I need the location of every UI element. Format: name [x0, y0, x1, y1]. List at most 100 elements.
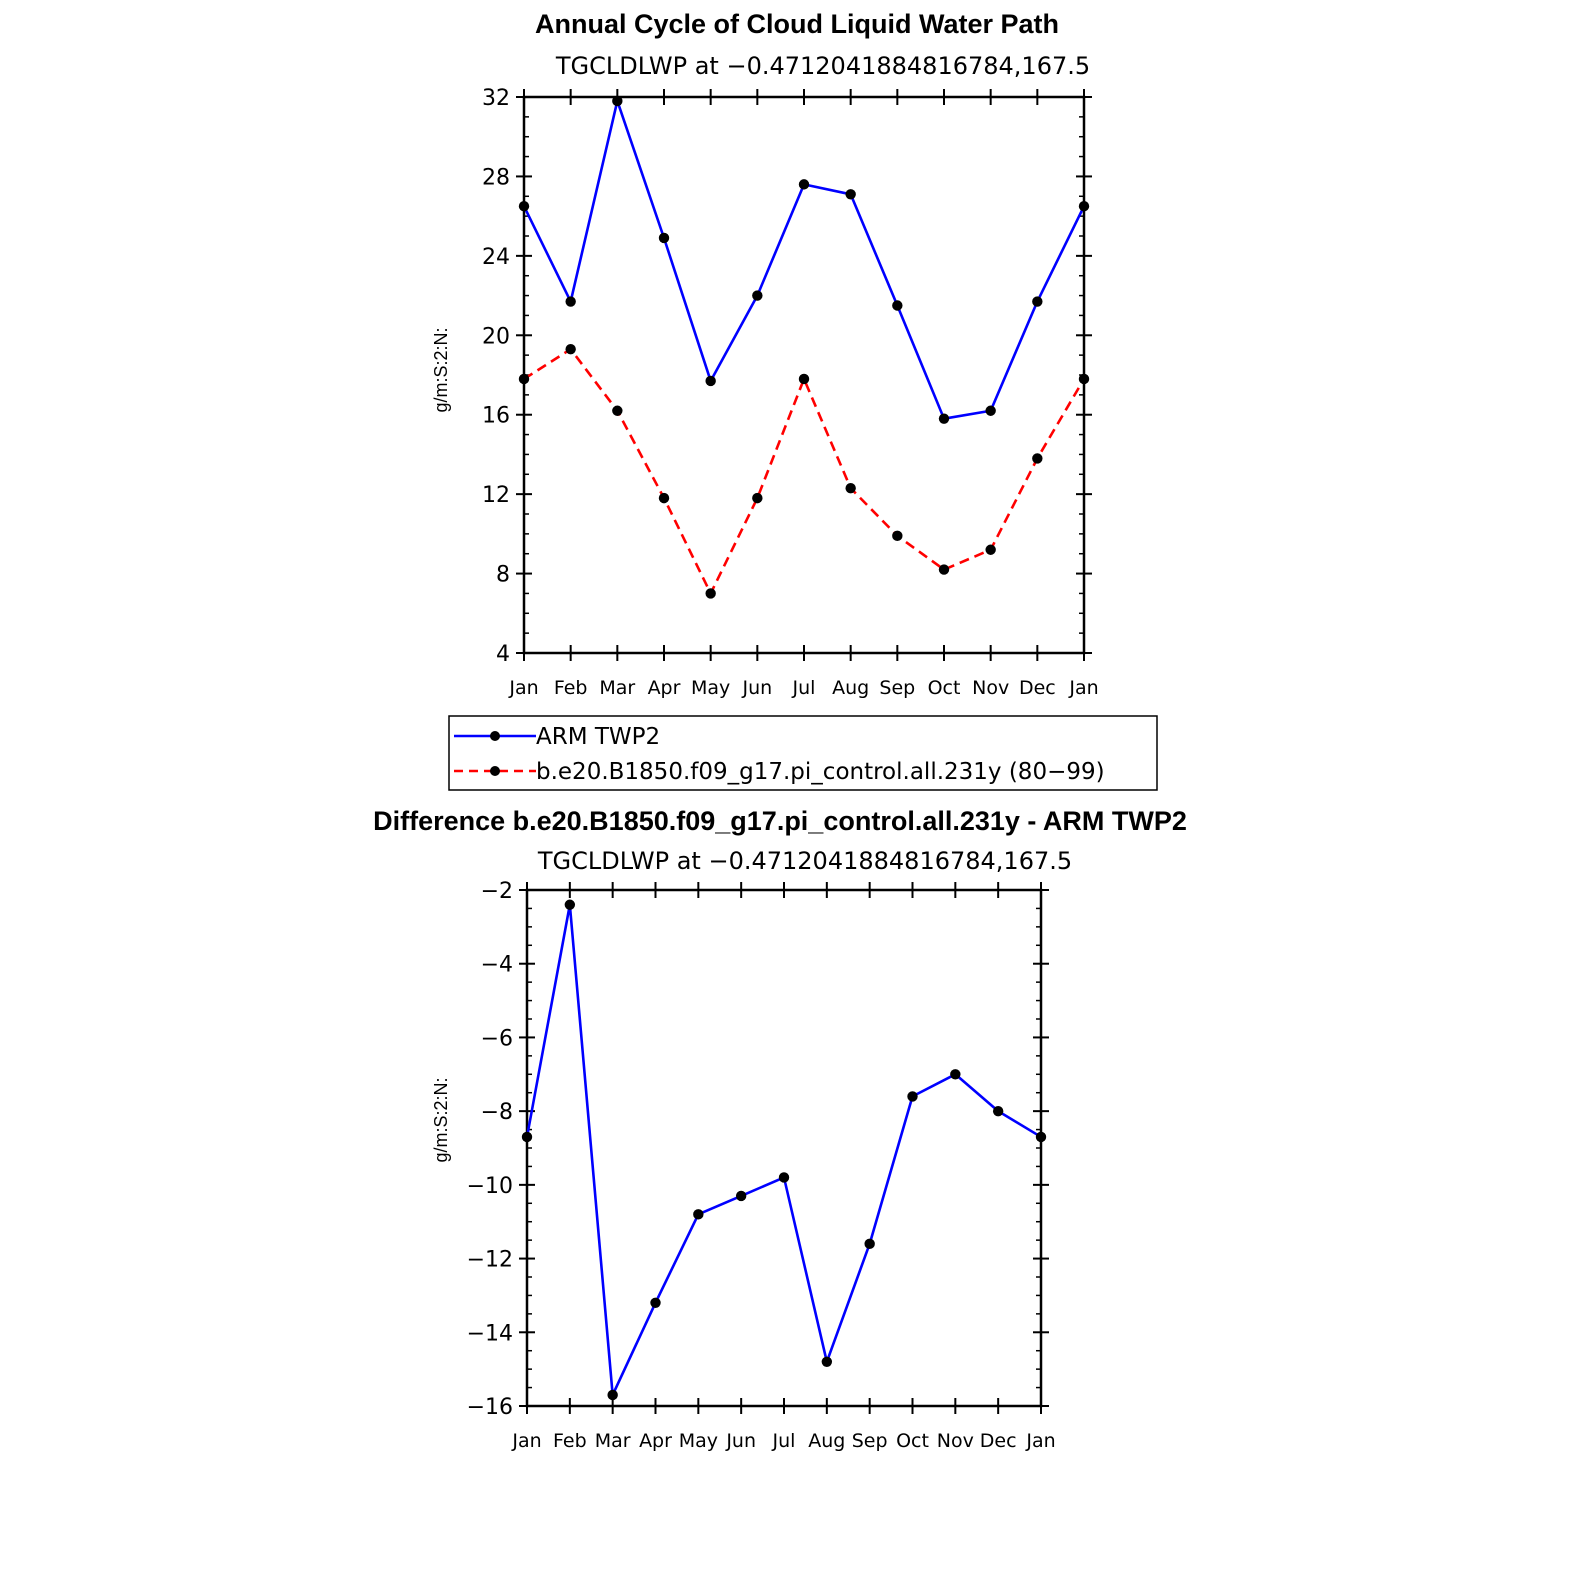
chart1-series-1-point	[985, 544, 996, 555]
chart2-xtick-label: Jun	[725, 1430, 756, 1452]
chart2-xtick-label: May	[679, 1430, 718, 1452]
chart1-xtick-label: Nov	[972, 677, 1009, 699]
annual-cycle-chart: Annual Cycle of Cloud Liquid Water Path …	[431, 9, 1099, 699]
chart2-xtick-label: Jan	[1025, 1430, 1055, 1452]
chart1-ytick-label: 20	[482, 324, 510, 349]
chart1-series-1-point	[752, 492, 763, 504]
chart1-ytick-label: 16	[482, 404, 510, 429]
chart2-series-0-point	[778, 1172, 790, 1183]
chart1-series-0-point	[752, 290, 763, 301]
chart2-xtick-label: Apr	[639, 1430, 672, 1452]
chart2-xtick-label: Sep	[852, 1430, 888, 1452]
chart1-ytick-label: 24	[482, 245, 510, 270]
chart2-series-0-point	[992, 1105, 1004, 1117]
chart2-title: Difference b.e20.B1850.f09_g17.pi_contro…	[373, 806, 1187, 836]
chart1-xtick-label: Jan	[508, 677, 538, 699]
chart1-series-0-point	[658, 232, 670, 244]
chart2-frame	[525, 888, 1043, 1408]
chart2-xtick-label: Oct	[896, 1430, 929, 1452]
chart2-ytick-label: −14	[467, 1321, 513, 1346]
chart2-series-0-point	[650, 1297, 661, 1309]
legend-marker-arm	[490, 731, 500, 741]
chart2-series-0-point	[907, 1091, 918, 1102]
chart1-series-0-point	[938, 413, 950, 424]
chart1-series-0-point	[1078, 201, 1090, 212]
chart1-series-1-point	[612, 405, 623, 416]
chart1-plot-area	[518, 95, 1090, 599]
chart1-series-0-point	[892, 300, 903, 311]
chart1-series-1-point	[1032, 453, 1043, 464]
chart2-series-0-point	[1035, 1131, 1047, 1143]
chart2-xtick-label: Feb	[553, 1430, 587, 1452]
chart2-y-axis-label: g/m:S:2:N:	[431, 1077, 451, 1162]
chart1-series-1-point	[1078, 373, 1090, 385]
chart1-ytick-label: 28	[482, 165, 510, 190]
chart1-series-0-point	[612, 95, 623, 107]
chart1-series-1-point	[938, 564, 950, 575]
legend-label-model: b.e20.B1850.f09_g17.pi_control.all.231y …	[536, 759, 1105, 785]
legend: ARM TWP2 b.e20.B1850.f09_g17.pi_control.…	[448, 715, 1158, 791]
chart1-series-0-point	[845, 189, 856, 200]
chart2-ytick-label: −12	[467, 1248, 513, 1273]
chart2-series-0-point	[693, 1209, 704, 1220]
chart2-series-0-point	[564, 899, 576, 910]
chart1-series-1-point	[798, 373, 810, 385]
chart1-xtick-label: Apr	[648, 677, 681, 699]
legend-marker-model	[490, 766, 500, 776]
chart2-plot-area	[521, 899, 1047, 1401]
chart2-series-0-point	[864, 1238, 875, 1250]
chart2-ytick-label: −2	[481, 879, 513, 904]
chart2-series-0-point	[607, 1389, 618, 1401]
chart1-xtick-label: Aug	[832, 677, 869, 699]
chart1-series-1-point	[658, 492, 670, 504]
chart2-ytick-label: −10	[467, 1174, 513, 1199]
chart2-xtick-label: Mar	[595, 1430, 631, 1452]
chart2-series-0-point	[950, 1069, 961, 1080]
chart1-xtick-label: Mar	[599, 677, 635, 699]
chart1-series-0-point	[798, 179, 810, 190]
chart2-ytick-label: −16	[467, 1395, 513, 1420]
chart2-series-0-point	[821, 1356, 833, 1367]
chart2-axes: −16 −14 −12 −10 −8 −6 −4 −2 Jan Feb Mar Apr May Jun Ju…	[467, 879, 1056, 1452]
chart2-xtick-label: Jul	[772, 1430, 796, 1452]
chart1-xtick-label: Jul	[792, 677, 816, 699]
chart1-xtick-label: Sep	[879, 677, 915, 699]
chart1-subtitle: TGCLDLWP at −0.4712041884816784,167.5	[555, 52, 1090, 80]
chart1-series-0-point	[1032, 296, 1043, 307]
chart2-series-line-0	[525, 903, 1042, 1397]
chart1-xtick-label: Dec	[1019, 677, 1056, 699]
chart1-y-axis-label: g/m:S:2:N:	[431, 327, 451, 412]
chart1-series-0-point	[518, 201, 530, 212]
chart2-xtick-label: Dec	[980, 1430, 1017, 1452]
chart1-series-1-point	[705, 588, 716, 599]
chart1-xtick-label: Jun	[741, 677, 772, 699]
chart1-series-0-point	[985, 405, 996, 416]
chart1-series-line-0	[522, 99, 1086, 420]
chart1-series-1-point	[892, 530, 903, 542]
chart1-ytick-label: 12	[482, 483, 510, 508]
legend-box	[448, 715, 1158, 791]
chart1-xtick-label: Jan	[1068, 677, 1098, 699]
chart1-ytick-label: 4	[496, 642, 510, 667]
chart1-axes: 4 8 12 16 20 24 28 32 Jan Feb Mar Apr May Jun Jul Aug Se…	[482, 86, 1099, 699]
chart2-series-0-point	[521, 1131, 533, 1143]
chart1-title: Annual Cycle of Cloud Liquid Water Path	[535, 9, 1059, 39]
chart1-series-1-point	[845, 482, 856, 494]
chart1-series-1-point	[518, 373, 530, 385]
chart1-ytick-label: 8	[496, 563, 510, 588]
chart2-ytick-label: −8	[481, 1100, 513, 1125]
chart1-ytick-label: 32	[482, 86, 510, 111]
chart2-series-0-point	[735, 1190, 747, 1202]
chart1-series-0-point	[705, 375, 716, 387]
chart1-xtick-label: Oct	[928, 677, 961, 699]
chart1-xtick-label: Feb	[554, 677, 588, 699]
chart2-ytick-label: −4	[481, 953, 513, 978]
chart2-xtick-label: Aug	[808, 1430, 845, 1452]
difference-chart: Difference b.e20.B1850.f09_g17.pi_contro…	[373, 806, 1187, 1452]
chart2-subtitle: TGCLDLWP at −0.4712041884816784,167.5	[537, 847, 1072, 875]
chart2-ytick-label: −6	[481, 1026, 513, 1051]
legend-label-arm: ARM TWP2	[536, 724, 660, 750]
chart1-series-1-point	[565, 343, 576, 355]
chart2-xtick-label: Nov	[937, 1430, 974, 1452]
